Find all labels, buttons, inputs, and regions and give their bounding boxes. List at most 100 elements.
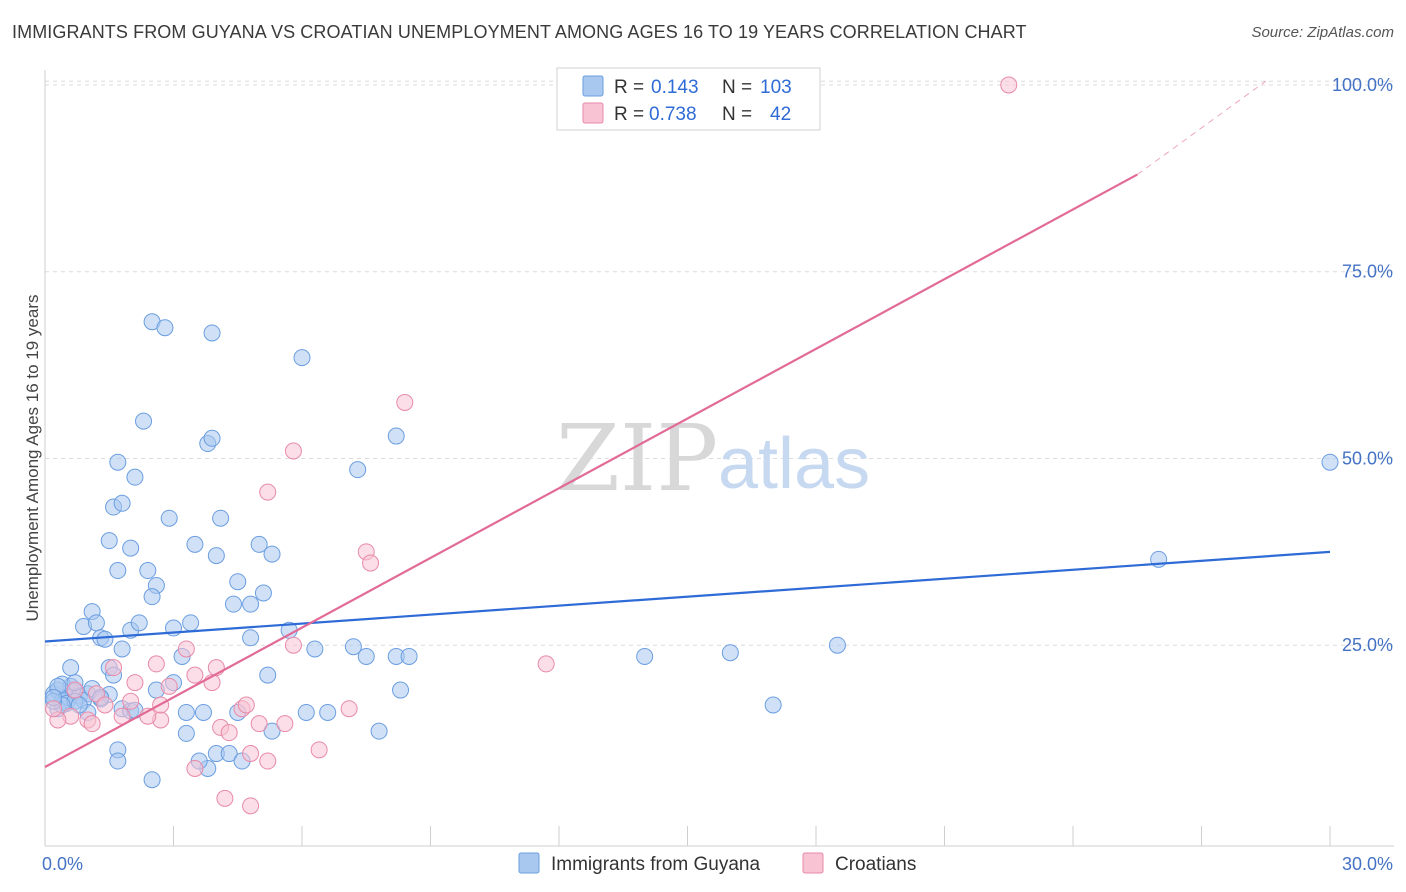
data-point	[344, 638, 362, 656]
data-point	[284, 636, 302, 654]
legend-r-value: 0.738	[649, 104, 697, 125]
watermark: ZIP atlas	[556, 405, 870, 512]
data-point	[194, 703, 212, 721]
data-point	[135, 412, 153, 430]
data-point	[109, 562, 127, 580]
y-axis-title: Unemployment Among Ages 16 to 19 years	[23, 295, 42, 622]
data-point	[126, 468, 144, 486]
data-point	[242, 629, 260, 647]
data-point	[297, 703, 315, 721]
data-point	[220, 724, 238, 742]
data-point	[310, 741, 328, 759]
data-point	[242, 595, 260, 613]
data-point	[105, 659, 123, 677]
data-point	[259, 752, 277, 770]
legend-r-label: R =	[614, 104, 644, 125]
watermark-zip: ZIP	[556, 405, 718, 512]
data-point	[263, 545, 281, 563]
trend-line	[44, 173, 1138, 768]
data-point	[113, 640, 131, 658]
legend-label-guyana: Immigrants from Guyana	[551, 854, 760, 875]
data-point	[96, 630, 114, 648]
legend-swatch-croatians	[582, 102, 604, 124]
data-point	[177, 724, 195, 742]
data-point	[186, 666, 204, 684]
data-point	[66, 681, 84, 699]
data-point	[387, 427, 405, 445]
data-point	[139, 562, 157, 580]
data-point	[537, 655, 555, 673]
data-point	[242, 797, 260, 815]
legend-swatch-guyana	[582, 75, 604, 97]
data-point	[362, 554, 380, 572]
data-point	[122, 539, 140, 557]
data-point	[357, 647, 375, 665]
data-point	[160, 677, 178, 695]
data-point	[396, 393, 414, 411]
data-point	[216, 789, 234, 807]
legend-n-label: N =	[722, 77, 752, 98]
data-point	[370, 722, 388, 740]
data-point	[1000, 76, 1018, 94]
data-point	[237, 696, 255, 714]
data-point	[259, 666, 277, 684]
data-point	[203, 429, 221, 447]
data-point	[160, 509, 178, 527]
legend-label-croatians: Croatians	[835, 854, 916, 875]
data-point	[1321, 453, 1339, 471]
data-point	[156, 319, 174, 337]
data-point	[319, 703, 337, 721]
data-point	[122, 692, 140, 710]
data-point	[254, 584, 272, 602]
data-point	[182, 614, 200, 632]
data-point	[276, 715, 294, 733]
x-tick-labels: 0.0% 30.0%	[42, 854, 1393, 874]
data-point	[130, 614, 148, 632]
trend-lines	[44, 80, 1331, 768]
data-point	[109, 752, 127, 770]
y-tick-label: 25.0%	[1342, 635, 1393, 655]
data-point	[349, 461, 367, 479]
data-point	[340, 700, 358, 718]
trend-line-extension	[1136, 80, 1267, 175]
data-point	[229, 573, 247, 591]
data-point	[100, 532, 118, 550]
y-tick-label: 75.0%	[1342, 262, 1393, 282]
data-point	[87, 614, 105, 632]
data-point	[263, 722, 281, 740]
y-tick-label: 50.0%	[1342, 448, 1393, 468]
chart-title: IMMIGRANTS FROM GUYANA VS CROATIAN UNEMP…	[12, 22, 1027, 42]
data-point	[293, 349, 311, 367]
watermark-atlas: atlas	[718, 424, 870, 504]
data-point	[828, 636, 846, 654]
series-croatians-points	[45, 76, 1018, 815]
x-tick-label: 30.0%	[1342, 854, 1393, 874]
legend-r-value: 0.143	[651, 77, 699, 98]
data-point	[764, 696, 782, 714]
data-point	[212, 509, 230, 527]
data-point	[250, 535, 268, 553]
data-point	[284, 442, 302, 460]
data-point	[177, 703, 195, 721]
data-point	[113, 494, 131, 512]
data-point	[109, 453, 127, 471]
x-tick-label: 0.0%	[42, 854, 83, 874]
legend-n-value: 103	[760, 77, 792, 98]
data-point	[636, 647, 654, 665]
data-point	[224, 595, 242, 613]
data-point	[250, 715, 268, 733]
legend-n-value: 42	[770, 104, 791, 125]
data-point	[177, 640, 195, 658]
series-legend: Immigrants from Guyana Croatians	[518, 852, 916, 875]
data-point	[83, 715, 101, 733]
data-point	[87, 685, 105, 703]
legend-n-label: N =	[722, 104, 752, 125]
data-point	[207, 547, 225, 565]
data-point	[400, 647, 418, 665]
data-point	[147, 655, 165, 673]
data-point	[721, 644, 739, 662]
data-point	[259, 483, 277, 501]
data-point	[242, 745, 260, 763]
legend-r-label: R =	[614, 77, 644, 98]
